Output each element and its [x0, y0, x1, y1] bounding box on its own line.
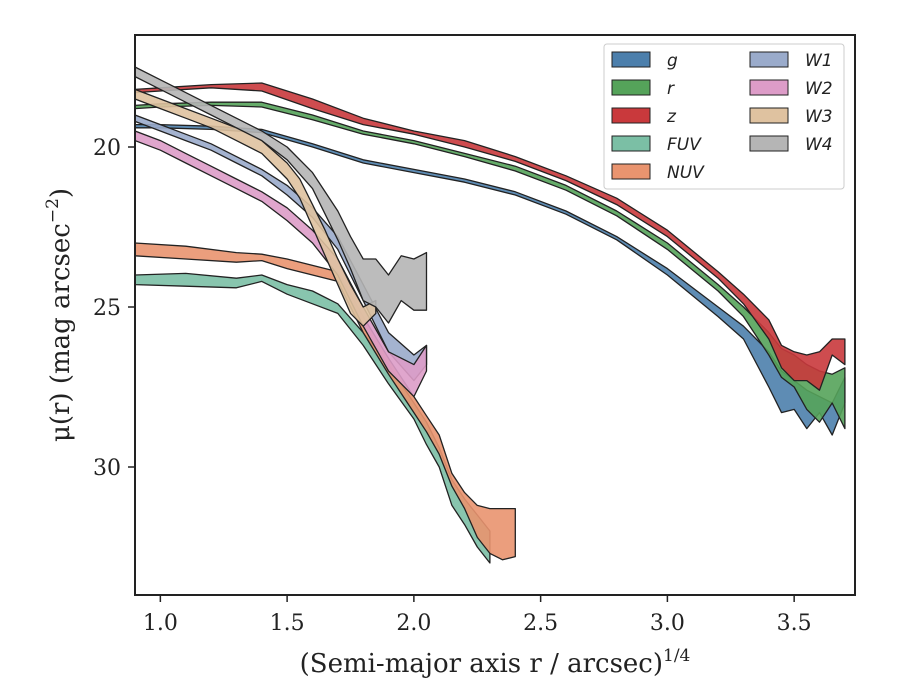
- legend-label-nuv: NUV: [667, 163, 705, 183]
- x-tick-label: 3.5: [777, 611, 812, 636]
- x-tick-label: 1.0: [143, 611, 178, 636]
- legend-label-w3: W3: [805, 107, 833, 127]
- y-tick-label: 25: [93, 296, 121, 321]
- legend: grz FUV NUV W1 W2 W3 W4: [603, 43, 845, 190]
- legend-swatch-r: [611, 79, 651, 96]
- y-axis-label: μ(r) (mag arcsec−2): [43, 188, 76, 442]
- legend-label-w2: W2: [805, 79, 833, 99]
- band-w4: [135, 66, 428, 324]
- legend-swatch-g: [611, 51, 651, 68]
- legend-swatch-nuv: [611, 163, 651, 180]
- x-axis-label-exponent: 1/4: [663, 646, 690, 666]
- band-z: [135, 82, 846, 391]
- ticks-layer: 1.0 1.5 2.0 2.5 3.0 3.5 20 25 30: [93, 136, 812, 636]
- legend-label-z: z: [666, 107, 677, 127]
- legend-label-w4: W4: [805, 135, 833, 155]
- band-w2: [135, 130, 428, 398]
- x-axis-label-text: (Semi-major axis r / arcsec): [300, 649, 663, 679]
- legend-swatch-w1: [749, 51, 789, 68]
- y-axis-label-text: μ(r) (mag arcsec: [46, 223, 76, 442]
- x-tick-label: 1.5: [270, 611, 305, 636]
- plot-frame: [134, 34, 856, 596]
- x-tick-label: 2.5: [523, 611, 558, 636]
- band-r: [135, 101, 846, 430]
- band-fuv: [135, 272, 491, 564]
- legend-label-g: g: [667, 51, 678, 71]
- legend-swatch-w4: [749, 135, 789, 152]
- bands-layer: [135, 66, 846, 564]
- y-axis-label-close: ): [46, 188, 76, 198]
- legend-swatch-w3: [749, 107, 789, 124]
- legend-label-w1: W1: [805, 51, 833, 71]
- legend-items: grz FUV NUV W1 W2 W3 W4: [611, 51, 833, 183]
- y-tick-label: 20: [93, 136, 121, 161]
- legend-label-fuv: FUV: [667, 135, 702, 155]
- x-tick-label: 3.0: [650, 611, 685, 636]
- x-axis-label: (Semi-major axis r / arcsec)1/4: [300, 646, 691, 679]
- y-tick-label: 30: [93, 456, 121, 481]
- x-tick-label: 2.0: [396, 611, 431, 636]
- legend-swatch-fuv: [611, 135, 651, 152]
- legend-label-r: r: [667, 79, 675, 99]
- legend-swatch-w2: [749, 79, 789, 96]
- y-axis-label-exponent: −2: [43, 198, 63, 223]
- legend-swatch-z: [611, 107, 651, 124]
